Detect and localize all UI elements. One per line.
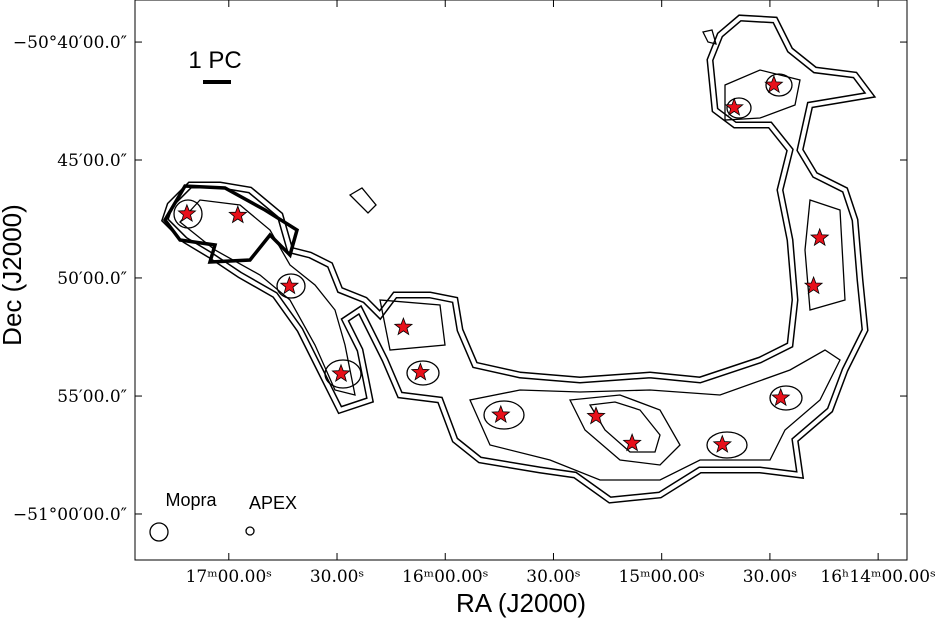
source-star — [764, 74, 784, 94]
x-tick-label: 16ʰ14ᵐ00.00ˢ — [820, 567, 935, 587]
y-axis-label: Dec (J2000) — [0, 204, 27, 346]
x-axis-label: RA (J2000) — [456, 588, 586, 618]
source-star — [810, 227, 830, 247]
y-tick-label: 45′00.0″ — [57, 151, 127, 171]
y-tick-label: 50′00.0″ — [57, 269, 127, 289]
source-star — [331, 363, 351, 383]
source-star — [622, 433, 642, 452]
contours — [160, 14, 877, 504]
y-tick-label: −50°40′00.0″ — [13, 33, 127, 53]
x-tick-label: 15ᵐ00.00ˢ — [618, 567, 704, 587]
source-star — [586, 406, 606, 425]
source-star — [771, 387, 791, 407]
beam-label: Mopra — [165, 490, 217, 510]
source-star — [724, 97, 744, 116]
plot-frame — [134, 0, 908, 561]
x-tick-label: 30.00ˢ — [310, 567, 364, 587]
source-star — [410, 362, 430, 381]
y-tick-label: 55′00.0″ — [57, 387, 127, 407]
source-star — [803, 275, 824, 295]
source-star — [279, 275, 300, 295]
x-tick-label: 30.00ˢ — [743, 567, 797, 587]
beam — [149, 522, 169, 542]
source-star — [491, 404, 511, 424]
scale-bar-label: 1 PC — [188, 47, 241, 74]
source-star — [177, 203, 197, 223]
source-star — [393, 316, 414, 336]
source-star — [228, 205, 248, 224]
x-tick-label: 17ᵐ00.00ˢ — [186, 567, 272, 587]
source-star — [712, 434, 732, 453]
x-tick-label: 16ᵐ00.00ˢ — [402, 567, 488, 587]
beam-label: APEX — [249, 493, 297, 513]
beam — [245, 526, 255, 536]
x-tick-label: 30.00ˢ — [526, 567, 580, 587]
y-tick-label: −51°00′00.0″ — [13, 505, 127, 525]
